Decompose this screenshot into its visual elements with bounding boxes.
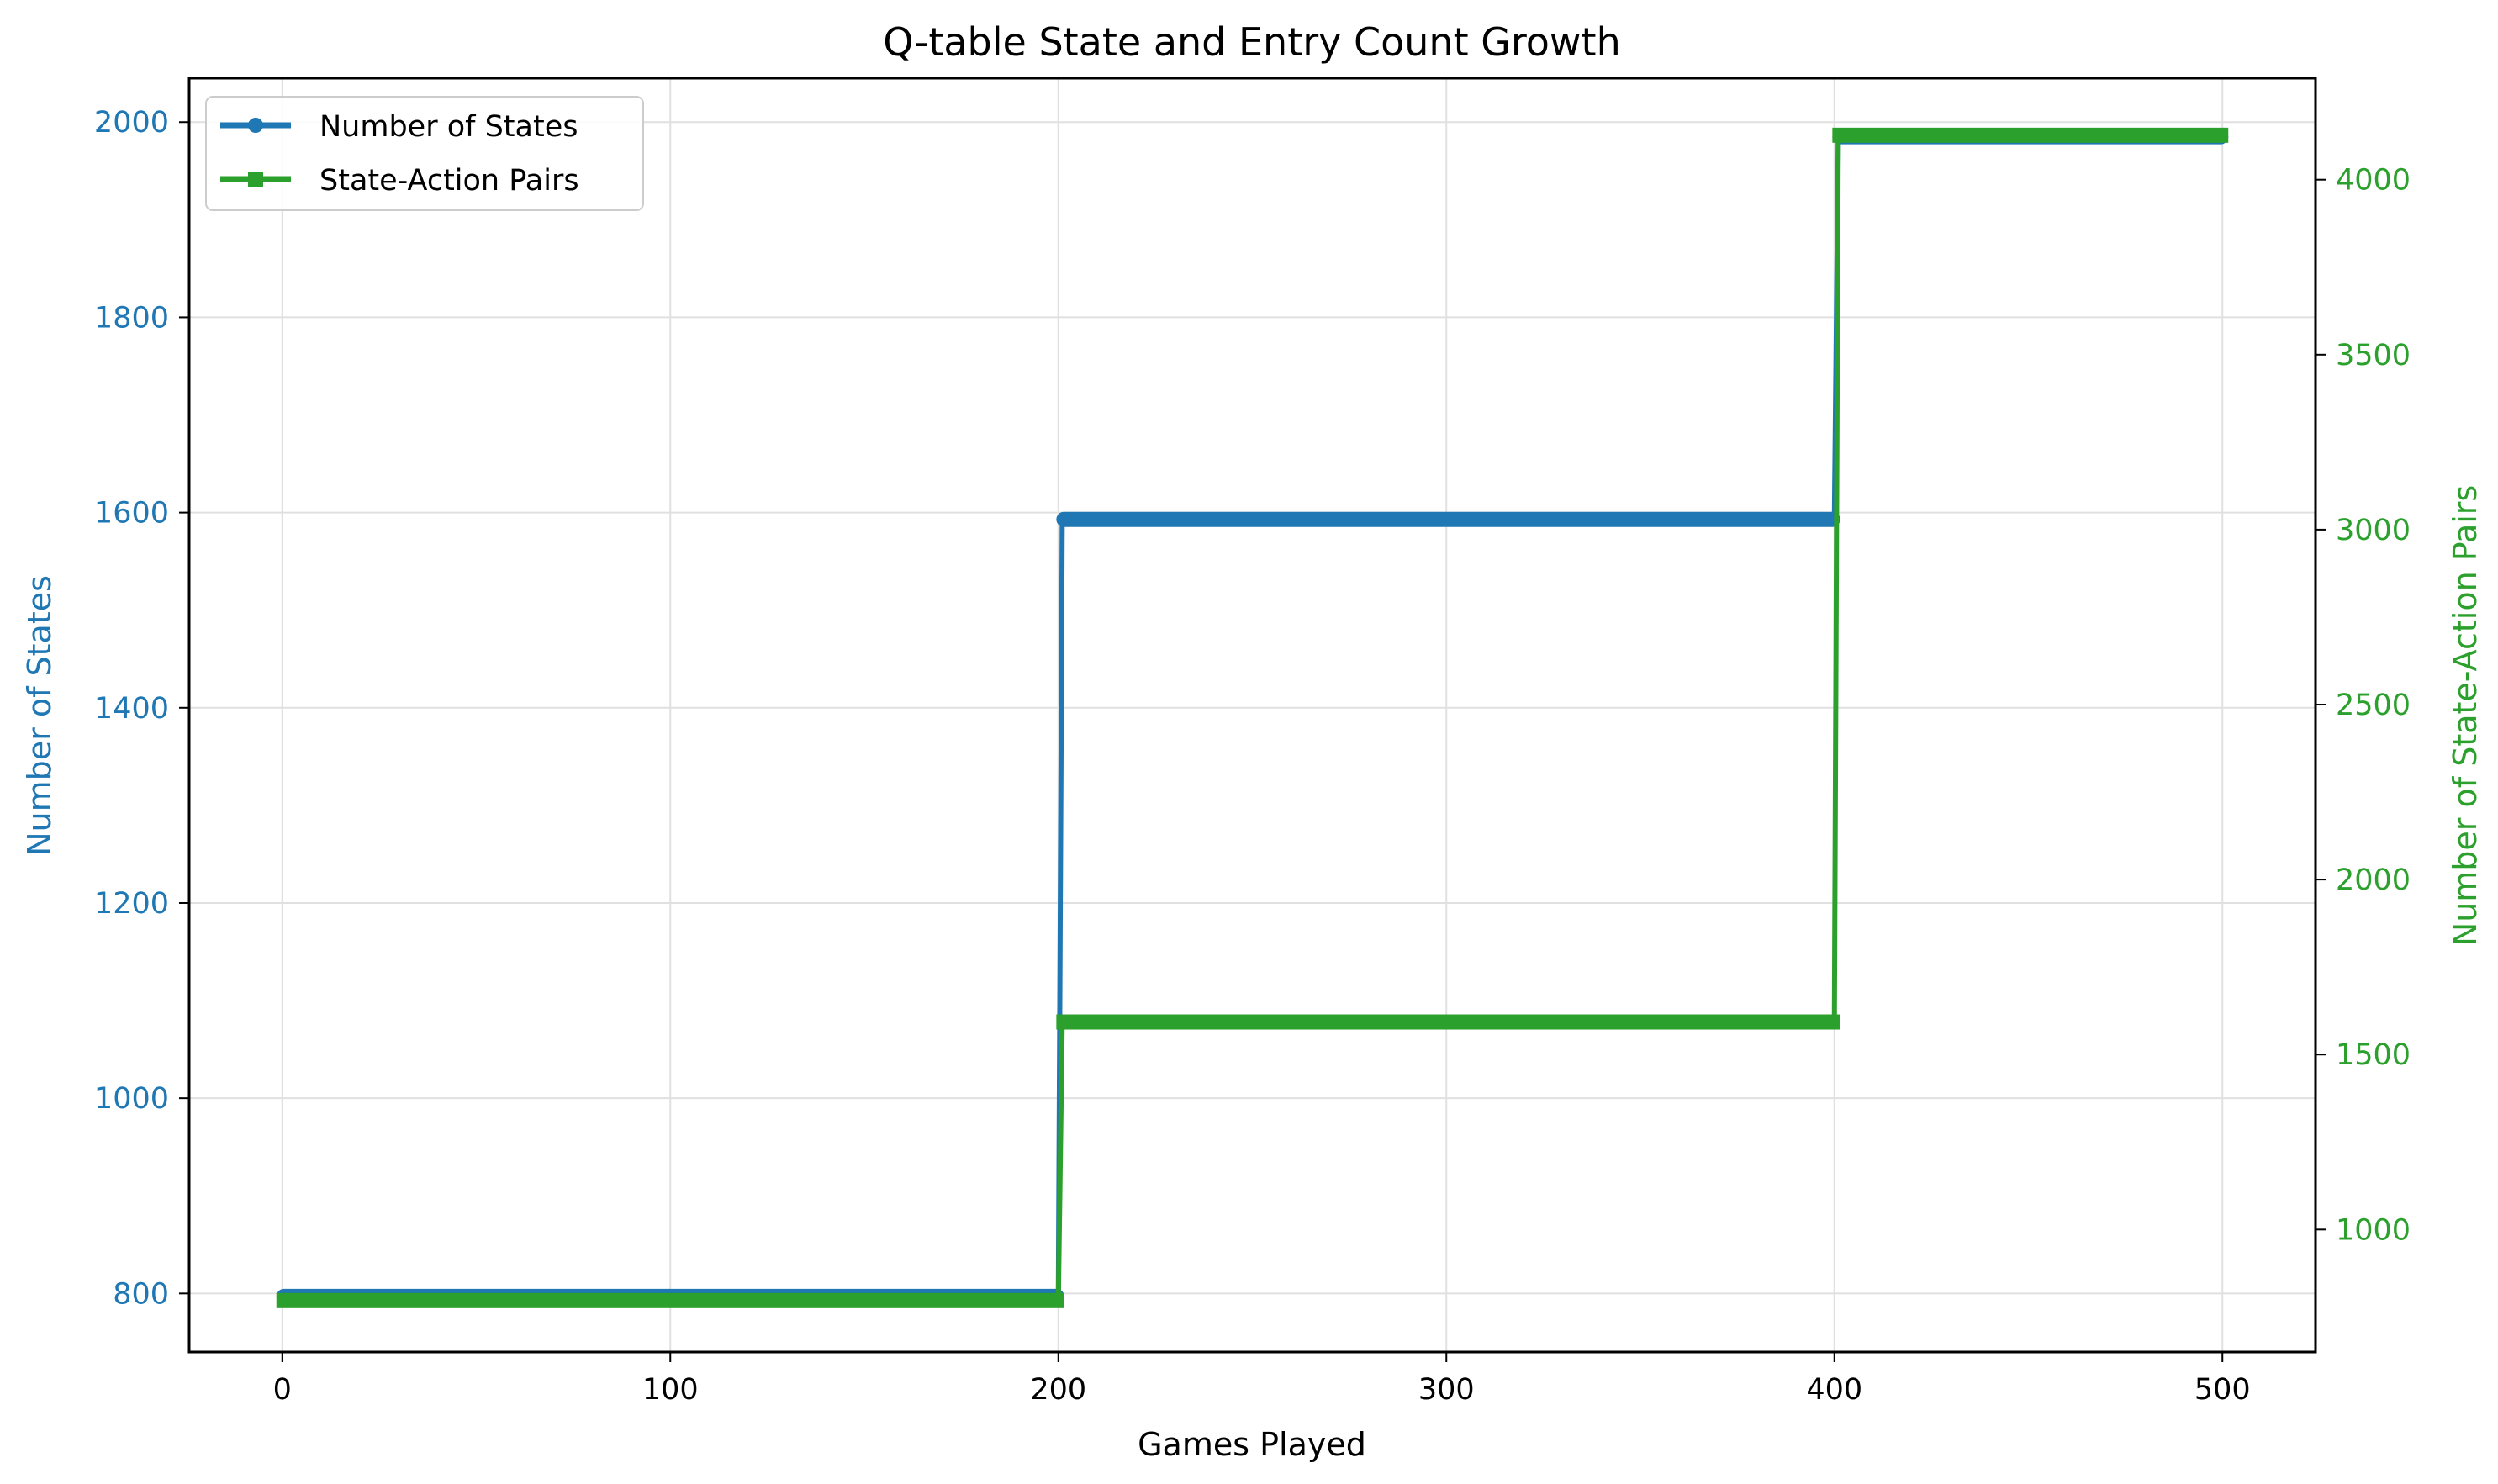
series-plateau-pairs-1 [1056, 1014, 1840, 1030]
x-axis-label: Games Played [1138, 1426, 1366, 1463]
y-axis-left-label: Number of States [21, 575, 58, 856]
legend: Number of States State-Action Pairs [205, 96, 644, 211]
y-left-tick-label: 1200 [94, 887, 169, 921]
y-axis-left: 800 1000 1200 1400 1600 1800 2000 [94, 106, 189, 1311]
y-left-tick-label: 1000 [94, 1082, 169, 1116]
x-tick-label: 200 [1030, 1373, 1086, 1407]
y-right-tick-label: 2000 [2336, 863, 2411, 897]
legend-marker-pairs [248, 172, 263, 187]
series-plateau-pairs-0 [276, 1292, 1064, 1308]
x-axis: 0 100 200 300 400 500 [273, 1352, 2251, 1407]
legend-label-pairs: State-Action Pairs [320, 164, 579, 198]
legend-marker-states [248, 118, 263, 133]
series-layer [276, 127, 2229, 1308]
y-right-tick-label: 4000 [2336, 164, 2411, 198]
y-left-tick-label: 1600 [94, 497, 169, 531]
y-right-tick-label: 1500 [2336, 1038, 2411, 1072]
y-left-tick-label: 2000 [94, 106, 169, 140]
x-tick-label: 400 [1806, 1373, 1862, 1407]
plot-frame [187, 77, 2317, 1354]
x-tick-label: 100 [642, 1373, 699, 1407]
x-tick-label: 0 [273, 1373, 292, 1407]
y-right-tick-label: 3500 [2336, 339, 2411, 372]
y-right-tick-label: 3000 [2336, 514, 2411, 547]
chart-title: Q-table State and Entry Count Growth [883, 19, 1621, 65]
y-axis-right-label: Number of State-Action Pairs [2447, 485, 2484, 946]
y-right-tick-label: 1000 [2336, 1213, 2411, 1247]
x-tick-label: 500 [2194, 1373, 2251, 1407]
y-left-tick-label: 800 [113, 1277, 169, 1311]
y-left-tick-label: 1800 [94, 301, 169, 335]
legend-box [205, 96, 644, 211]
series-plateau-pairs-2 [1832, 127, 2229, 143]
y-axis-right: 1000 1500 2000 2500 3000 3500 4000 [2316, 164, 2411, 1247]
y-left-tick-label: 1400 [94, 692, 169, 726]
x-tick-label: 300 [1418, 1373, 1475, 1407]
y-right-tick-label: 2500 [2336, 689, 2411, 722]
series-plateau-states-1 [1056, 511, 1840, 527]
legend-label-states: Number of States [320, 110, 578, 144]
